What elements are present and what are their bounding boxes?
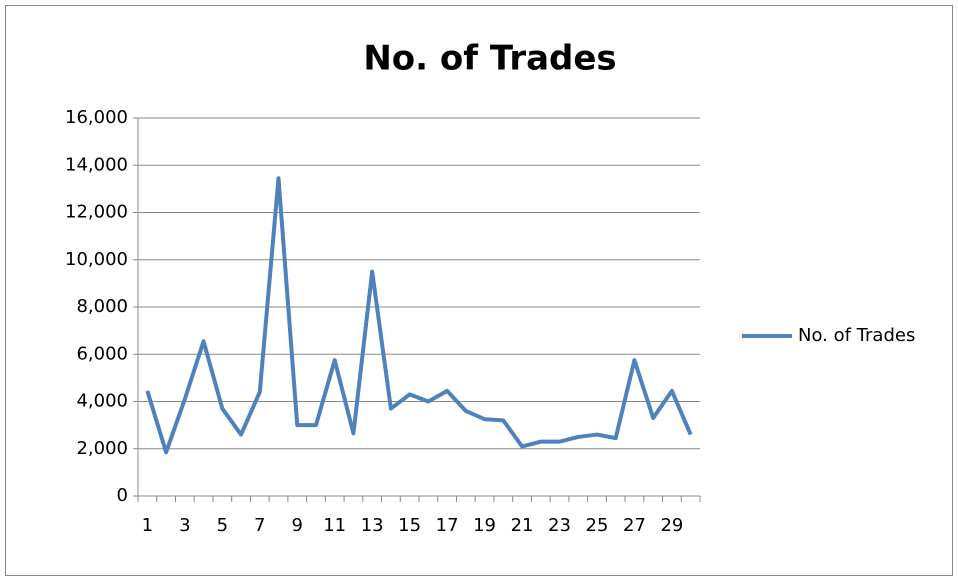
y-tick-label: 14,000	[65, 154, 128, 175]
x-tick-label: 3	[179, 515, 190, 536]
x-tick-label: 19	[473, 515, 496, 536]
x-tick-label: 9	[292, 515, 303, 536]
chart-title: No. of Trades	[363, 39, 616, 79]
x-tick-label: 23	[548, 515, 571, 536]
y-tick-label: 0	[117, 485, 128, 506]
y-tick-label: 2,000	[76, 438, 128, 459]
x-tick-label: 5	[217, 515, 228, 536]
y-tick-label: 4,000	[76, 391, 128, 412]
y-tick-label: 8,000	[76, 296, 128, 317]
x-tick-label: 11	[323, 515, 346, 536]
y-tick-label: 12,000	[65, 202, 128, 223]
data-line	[145, 176, 693, 455]
x-tick-label: 17	[436, 515, 459, 536]
y-tick-label: 6,000	[76, 343, 128, 364]
x-tick-label: 25	[586, 515, 609, 536]
legend-label: No. of Trades	[798, 325, 915, 346]
x-tick-label: 29	[660, 515, 683, 536]
y-tick-label: 10,000	[65, 249, 128, 270]
x-tick-label: 15	[398, 515, 421, 536]
x-tick-label: 1	[142, 515, 153, 536]
x-tick-label: 21	[511, 515, 534, 536]
y-tick-label: 16,000	[65, 107, 128, 128]
x-tick-label: 7	[254, 515, 265, 536]
x-tick-label: 13	[361, 515, 384, 536]
x-tick-label: 27	[623, 515, 646, 536]
chart-frame	[5, 5, 953, 576]
